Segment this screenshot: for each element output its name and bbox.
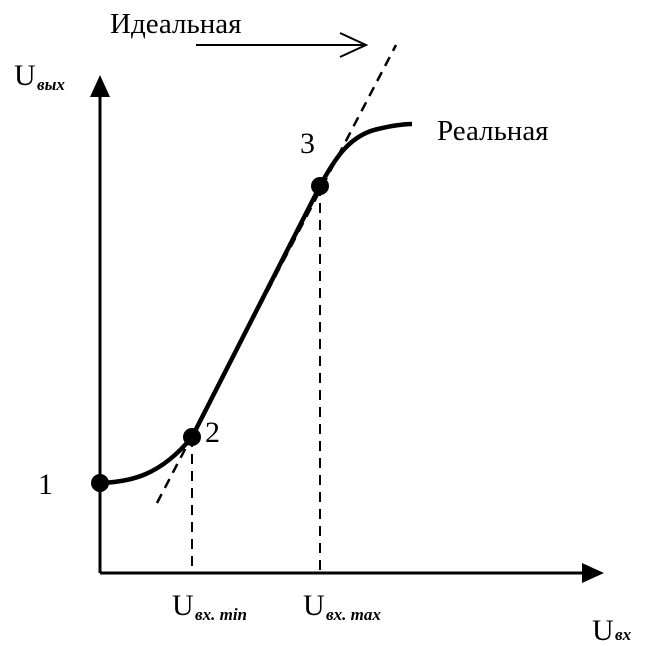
x-axis-label-sub: вх	[615, 625, 632, 644]
y-axis-label: U	[14, 59, 36, 92]
x-min-label-sub: вх. min	[195, 605, 247, 624]
x-max-label-sub: вх. max	[326, 605, 381, 624]
y-axis-label-sub: вых	[37, 75, 65, 94]
x-axis-label: U	[592, 614, 614, 646]
point-3	[311, 177, 329, 195]
point-label: 3	[300, 127, 315, 160]
point-label: 1	[38, 468, 53, 501]
real-label: Реальная	[437, 115, 549, 147]
real-curve	[99, 121, 413, 486]
x-axis-arrow	[582, 563, 604, 583]
point-label: 2	[205, 416, 220, 449]
ideal-label: Идеальная	[110, 8, 241, 40]
point-1	[91, 474, 109, 492]
point-2	[183, 428, 201, 446]
ideal-arrow-head	[339, 32, 369, 58]
x-min-label: U	[172, 589, 194, 622]
x-max-label: U	[303, 589, 325, 622]
y-axis-arrow	[90, 75, 110, 97]
